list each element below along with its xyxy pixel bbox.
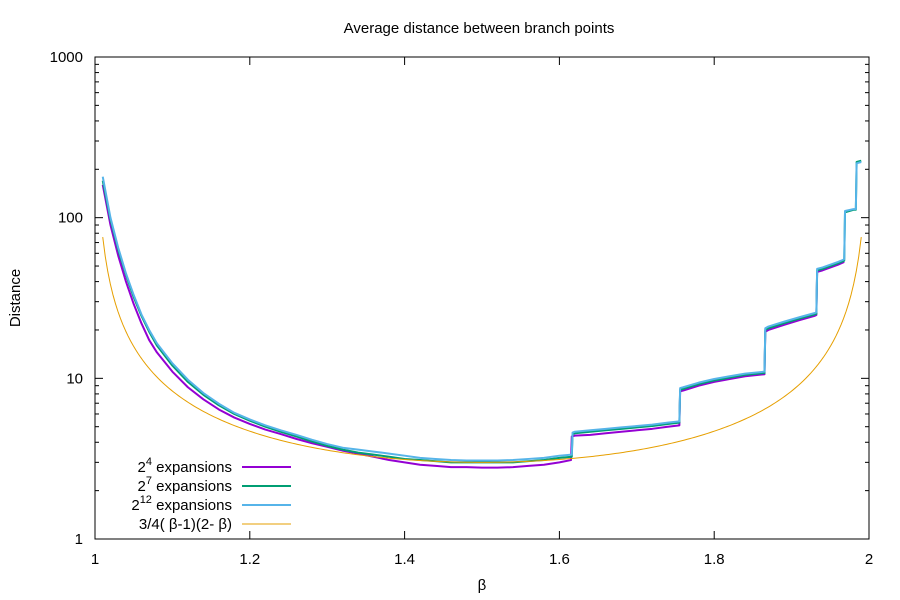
plot-lines bbox=[101, 159, 862, 469]
series-line-2 bbox=[101, 161, 862, 462]
chart-title: Average distance between branch points bbox=[344, 20, 615, 37]
plot-frame bbox=[94, 56, 870, 540]
legend-label: 24 expansions bbox=[137, 456, 232, 476]
x-tick-label: 1.8 bbox=[704, 551, 725, 568]
legend-base: 2 bbox=[131, 497, 139, 514]
legend-base: 2 bbox=[137, 459, 145, 476]
x-tick-label: 1.2 bbox=[239, 551, 260, 568]
y-axis-label: Distance bbox=[7, 269, 24, 327]
legend-exponent: 4 bbox=[146, 456, 152, 468]
x-tick-label: 2 bbox=[865, 551, 873, 568]
y-tick-label: 100 bbox=[58, 210, 83, 227]
x-tick-label: 1.6 bbox=[549, 551, 570, 568]
y-tick-label: 1 bbox=[75, 531, 83, 548]
legend-label: 212 expansions bbox=[131, 494, 232, 514]
series-line-3 bbox=[102, 236, 862, 463]
legend-formula: 3/4( β-1)(2- β) bbox=[139, 516, 232, 533]
legend-exponent: 12 bbox=[140, 494, 152, 506]
legend-label: 27 expansions bbox=[137, 475, 232, 495]
legend-label: 3/4( β-1)(2- β) bbox=[139, 516, 232, 533]
series-line-0 bbox=[101, 184, 845, 469]
legend-rest: expansions bbox=[152, 459, 232, 476]
legend-rest: expansions bbox=[152, 497, 232, 514]
x-axis-label: β bbox=[478, 577, 487, 594]
axis-ticks: 1 1.2 1.4 1.6 1.8 2 1 10 100 1000 bbox=[50, 49, 874, 568]
y-tick-label: 1000 bbox=[50, 49, 83, 66]
legend-base: 2 bbox=[137, 478, 145, 495]
x-tick-label: 1.4 bbox=[394, 551, 415, 568]
x-tick-label: 1 bbox=[91, 551, 99, 568]
series-line-1 bbox=[101, 159, 862, 464]
y-tick-label: 10 bbox=[66, 370, 83, 387]
legend-rest: expansions bbox=[152, 478, 232, 495]
legend-exponent: 7 bbox=[146, 475, 152, 487]
